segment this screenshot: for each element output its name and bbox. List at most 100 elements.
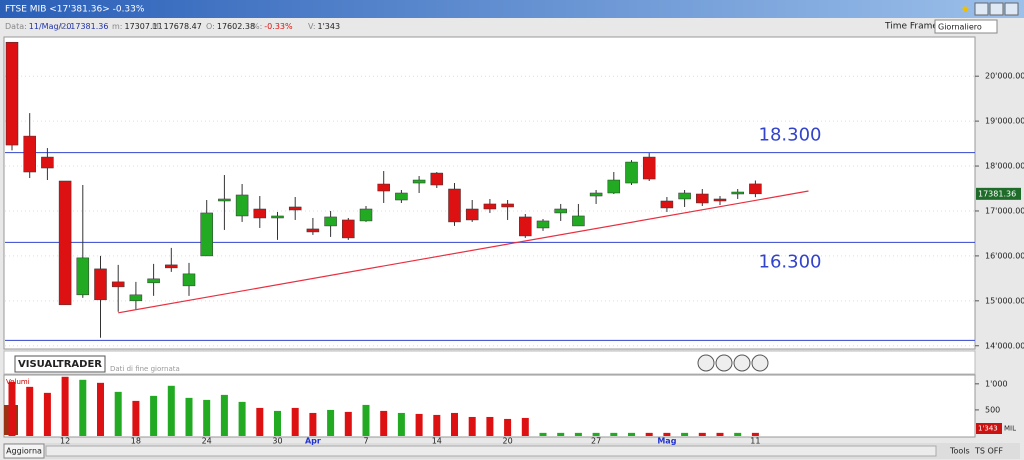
candle-body — [589, 192, 603, 197]
volume-bar — [8, 381, 16, 436]
volume-bar — [521, 417, 529, 436]
info-value: 17381.36 — [70, 22, 108, 31]
volume-bar — [43, 392, 51, 436]
x-tick-label: 27 — [591, 437, 601, 446]
volume-bar — [380, 410, 388, 436]
candle-body — [554, 208, 567, 214]
volume-bar — [185, 397, 193, 436]
brand: VISUALTRADER — [18, 359, 102, 370]
candle-body — [111, 281, 125, 288]
volume-bar — [167, 385, 175, 436]
candle-body — [306, 228, 320, 233]
candle-body — [94, 268, 107, 301]
x-tick-label: Mag — [657, 437, 676, 446]
brand-subtitle: Dati di fine giornata — [110, 365, 180, 373]
x-tick-label: 18 — [131, 437, 141, 446]
candle-body — [359, 208, 373, 222]
info-label: m: — [112, 22, 123, 31]
info-icon[interactable] — [751, 354, 769, 372]
level-label: 18.300 — [759, 125, 822, 146]
volume-bar — [557, 432, 565, 436]
refresh-button[interactable] — [3, 443, 45, 459]
candle-body — [572, 215, 585, 227]
last-price: 17381.36 — [978, 189, 1016, 198]
info-icon[interactable] — [715, 354, 733, 372]
info-value: 17307.11 — [125, 22, 163, 31]
candle-body — [235, 194, 249, 217]
x-tick-label: Apr — [305, 437, 321, 446]
ts-button[interactable]: TS OFF — [974, 447, 1003, 456]
volume-bar — [256, 407, 264, 436]
volume-tag — [976, 423, 1002, 434]
volume-bar — [539, 432, 547, 436]
candle-body — [342, 219, 355, 239]
volume-bar — [309, 412, 317, 436]
candle-body — [395, 192, 408, 201]
y-tick-label: 14'000.00 — [985, 341, 1024, 350]
minimize-button[interactable] — [974, 2, 989, 16]
info-field: C: 17381.36 — [60, 22, 108, 31]
candle-body — [271, 215, 284, 219]
info-label: O: — [206, 22, 215, 31]
maximize-button[interactable] — [989, 2, 1004, 16]
volume-bar — [238, 401, 246, 436]
volume-bar — [114, 391, 122, 436]
volume-bar — [628, 432, 635, 436]
candle-body — [536, 220, 550, 229]
candle-body — [58, 180, 72, 306]
volume-bar — [203, 399, 211, 436]
info-label: %: — [252, 22, 262, 31]
candle-body — [625, 161, 638, 184]
info-value: 17678.47 — [164, 22, 202, 31]
candle-body — [430, 172, 444, 186]
info-label: M: — [152, 22, 162, 31]
favorite-icon[interactable]: ★ — [960, 2, 971, 16]
volume-bar — [698, 432, 706, 436]
scrollbar[interactable] — [45, 445, 937, 457]
volume-bar — [663, 432, 671, 436]
level-label: 16.300 — [759, 251, 822, 272]
x-tick-label: 20 — [503, 437, 513, 446]
volume-bar — [132, 400, 140, 436]
trendline — [118, 190, 809, 314]
separator-panel — [3, 350, 976, 375]
volume-bar — [26, 386, 34, 436]
volume-bar — [574, 432, 582, 436]
y-tick-label: 16'000.00 — [985, 251, 1024, 260]
candle-body — [749, 183, 762, 195]
volume-bar — [327, 409, 335, 436]
candle-body — [324, 216, 337, 227]
candle-body — [218, 198, 231, 202]
info-field: m: 17307.11 — [112, 22, 163, 31]
volume-bar — [716, 432, 724, 436]
refresh-label[interactable]: Aggiorna — [6, 447, 42, 456]
time-frame-select[interactable] — [934, 19, 998, 34]
y-tick-label: 18'000.00 — [985, 162, 1024, 171]
candle-body — [76, 257, 90, 296]
volume-unit: MIL — [1004, 425, 1016, 433]
info-icon[interactable] — [697, 354, 715, 372]
tools-button[interactable]: Tools — [949, 447, 970, 456]
volume-bar — [344, 411, 352, 436]
volume-last: 1'343 — [978, 425, 998, 433]
volume-title: Volumi — [6, 378, 30, 386]
x-tick-label: 12 — [60, 437, 70, 446]
candle-body — [182, 273, 196, 287]
volume-bar — [504, 418, 512, 436]
y-tick-label: 19'000.00 — [985, 117, 1024, 126]
info-row: Data: 11/Mag/20C: 17381.36 m: 17307.11M: 1767… — [5, 22, 340, 31]
volume-bar — [681, 432, 689, 436]
time-frame-value[interactable]: Giornaliero — [938, 23, 982, 32]
volume-bar — [97, 382, 104, 436]
volume-bar — [397, 412, 405, 436]
candle-body — [448, 188, 461, 223]
candle-body — [23, 135, 36, 173]
info-icons — [697, 354, 769, 372]
price-panel — [3, 36, 976, 350]
info-icon[interactable] — [733, 354, 751, 372]
info-field: V: 1'343 — [308, 22, 340, 31]
candle-body — [5, 41, 19, 146]
close-button[interactable] — [1004, 2, 1019, 16]
